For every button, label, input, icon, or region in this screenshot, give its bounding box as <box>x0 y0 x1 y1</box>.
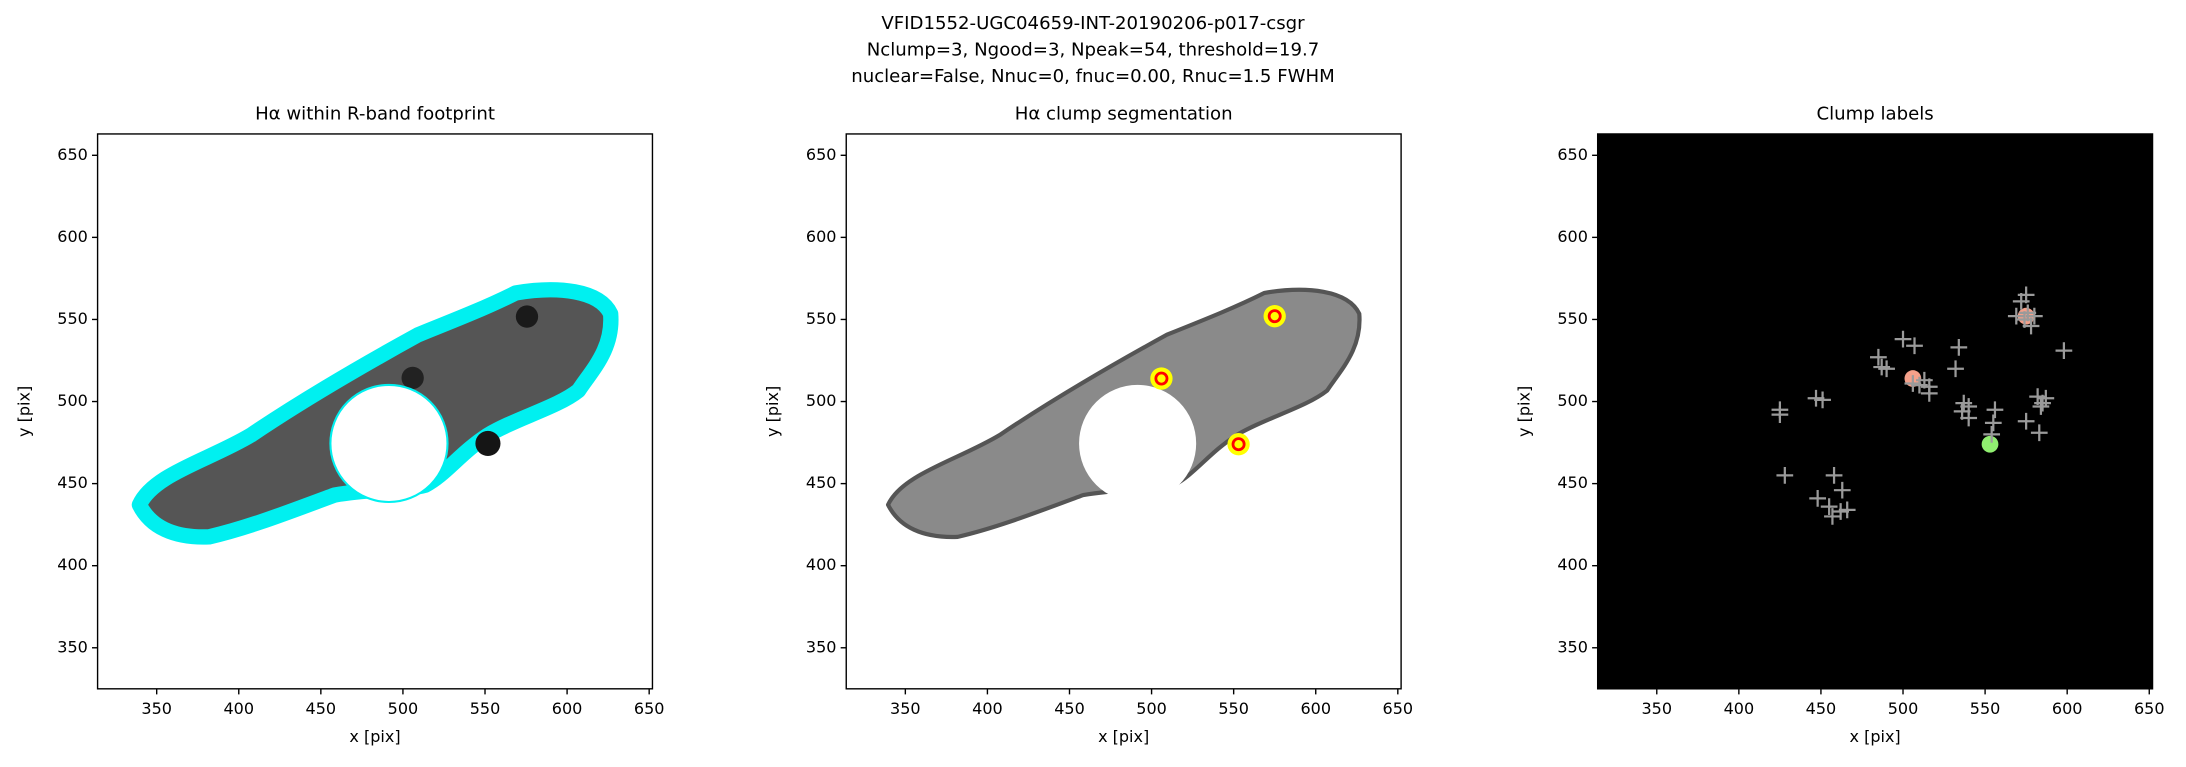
x-tick-label: 350 <box>1641 699 1672 718</box>
clump-halo <box>1263 305 1286 328</box>
y-tick-label: 550 <box>57 309 88 328</box>
clump-ring <box>1267 309 1282 324</box>
image-background <box>1597 133 2153 689</box>
x-tick-label: 350 <box>141 699 172 718</box>
peak-marker <box>1825 467 1843 484</box>
peak-marker <box>1771 406 1789 424</box>
y-tick-label: 600 <box>806 227 837 246</box>
peak-marker <box>1814 391 1831 409</box>
x-tick-label: 400 <box>972 699 1003 718</box>
x-tick-label: 600 <box>1300 699 1331 718</box>
peak-marker <box>1984 414 2002 432</box>
peak-marker <box>2030 424 2048 442</box>
y-axis-label: y [pix] <box>1515 386 1534 437</box>
peak-marker <box>2055 342 2073 360</box>
y-tick-label: 550 <box>1557 309 1588 328</box>
peak-marker <box>2037 389 2055 407</box>
y-tick-label: 350 <box>1557 637 1588 656</box>
peak-marker <box>2017 286 2035 304</box>
clump-ring <box>1154 371 1169 386</box>
x-tick-label: 450 <box>1806 699 1837 718</box>
peak-marker <box>1947 360 1964 378</box>
peak-marker <box>1986 401 2004 419</box>
y-tick-label: 450 <box>806 473 837 492</box>
clump-blob <box>1981 435 1999 453</box>
figure-title: Nclump=3, Ngood=3, Npeak=54, threshold=1… <box>867 39 1320 60</box>
peak-marker <box>2017 412 2035 430</box>
peak-marker <box>2007 307 2025 325</box>
x-tick-label: 550 <box>1970 699 2001 718</box>
peak-marker <box>1983 426 2001 443</box>
clump-marker <box>1263 305 1286 328</box>
y-tick-label: 600 <box>1557 227 1588 246</box>
y-tick-label: 500 <box>806 391 837 410</box>
y-tick-label: 650 <box>57 145 88 164</box>
y-tick-label: 350 <box>806 637 837 656</box>
y-tick-label: 400 <box>806 555 837 574</box>
y-tick-label: 400 <box>1557 555 1588 574</box>
axes-frame <box>1596 133 2154 690</box>
x-tick-label: 400 <box>223 699 254 718</box>
peak-marker <box>1870 348 1887 366</box>
y-tick-label: 650 <box>1557 145 1588 164</box>
clump-ring <box>1231 437 1246 452</box>
figure-title: nuclear=False, Nnuc=0, fnuc=0.00, Rnuc=1… <box>851 66 1335 87</box>
clump-marker <box>1227 433 1250 456</box>
panel-title: Hα within R-band footprint <box>255 103 495 124</box>
figure-title: VFID1552-UGC04659-INT-20190206-p017-csgr <box>881 13 1305 34</box>
x-tick-label: 550 <box>470 699 501 718</box>
x-tick-label: 500 <box>1888 699 1919 718</box>
x-axis-label: x [pix] <box>349 727 400 746</box>
y-axis-label: y [pix] <box>763 386 782 437</box>
x-tick-label: 650 <box>2134 699 2165 718</box>
x-tick-label: 500 <box>388 699 419 718</box>
peak-marker <box>1878 360 1895 378</box>
x-tick-label: 350 <box>890 699 921 718</box>
peak-marker <box>1838 501 1856 519</box>
peak-marker <box>1920 378 1938 396</box>
x-tick-label: 400 <box>1724 699 1755 718</box>
y-tick-label: 650 <box>806 145 837 164</box>
peak-marker <box>1950 338 1968 356</box>
peak-marker <box>1960 409 1978 427</box>
clump-marker <box>1150 367 1173 390</box>
y-tick-label: 500 <box>1557 391 1588 410</box>
panel-image <box>888 290 1359 537</box>
x-tick-label: 600 <box>552 699 583 718</box>
axes-frame <box>845 133 1402 690</box>
clump-halo <box>1150 367 1173 390</box>
x-axis-label: x [pix] <box>1850 727 1901 746</box>
peak-marker <box>1776 467 1794 484</box>
clump-halo <box>1227 433 1250 456</box>
y-axis-label: y [pix] <box>15 386 34 437</box>
x-tick-label: 600 <box>2052 699 2083 718</box>
panel-image <box>139 290 610 537</box>
x-tick-label: 550 <box>1218 699 1249 718</box>
panel-title: Hα clump segmentation <box>1015 103 1233 124</box>
x-tick-label: 450 <box>306 699 337 718</box>
x-axis-label: x [pix] <box>1098 727 1149 746</box>
peak-marker <box>1809 490 1827 507</box>
y-tick-label: 350 <box>57 637 88 656</box>
y-tick-label: 400 <box>57 555 88 574</box>
y-tick-label: 500 <box>57 391 88 410</box>
y-tick-label: 600 <box>57 227 88 246</box>
y-tick-label: 550 <box>806 309 837 328</box>
x-tick-label: 650 <box>634 699 665 718</box>
peak-marker <box>1833 481 1851 499</box>
peak-marker <box>2025 307 2043 325</box>
axes-frame <box>96 133 654 690</box>
y-tick-label: 450 <box>57 473 88 492</box>
peak-marker <box>2022 317 2040 335</box>
y-tick-label: 450 <box>1557 473 1588 492</box>
peak-marker <box>1820 498 1838 515</box>
peak-marker <box>1894 330 1912 348</box>
x-tick-label: 500 <box>1136 699 1167 718</box>
x-tick-label: 650 <box>1383 699 1414 718</box>
x-tick-label: 450 <box>1054 699 1085 718</box>
peak-marker <box>1906 337 1923 355</box>
panel-title: Clump labels <box>1816 103 1933 124</box>
